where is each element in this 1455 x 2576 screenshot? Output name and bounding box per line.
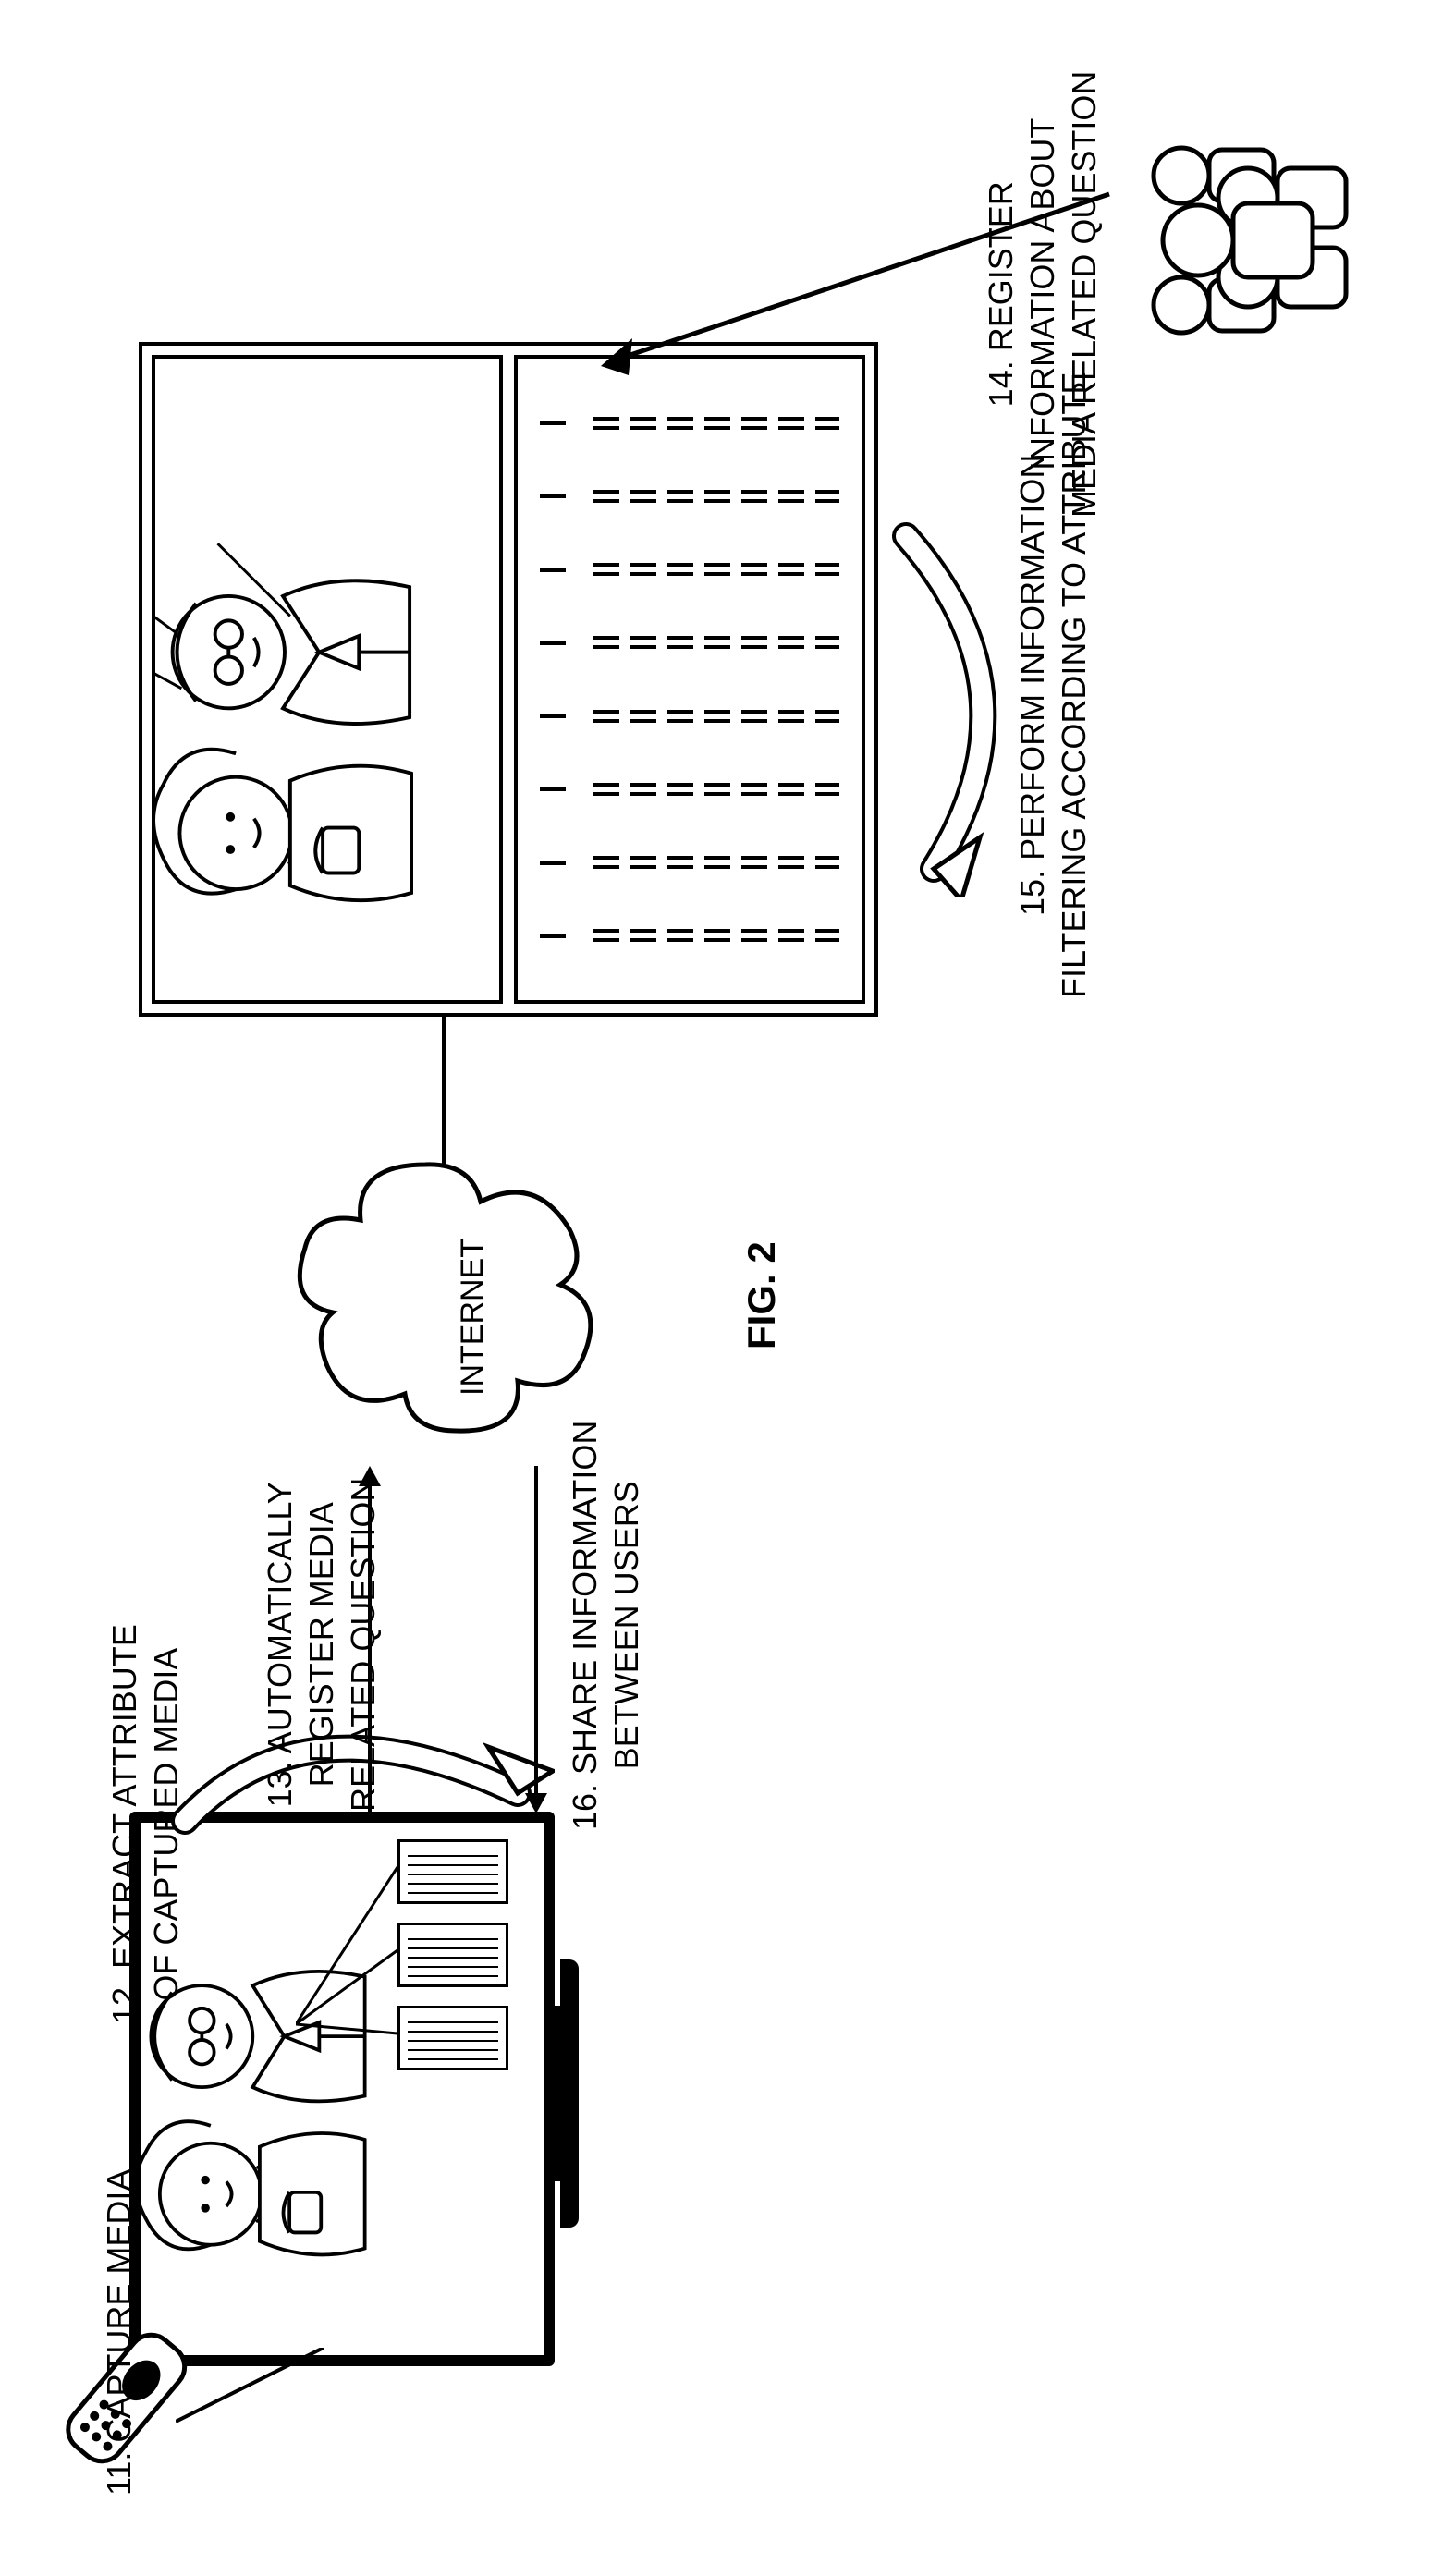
answer-row: [540, 929, 839, 942]
qa-panel-scene: [152, 355, 503, 1004]
label-text: 12. EXTRACT ATTRIBUTE: [105, 1624, 143, 2024]
step-13-label: 13. AUTOMATICALLY REGISTER MEDIA RELATED…: [259, 1478, 384, 1812]
label-text: 16. SHARE INFORMATION: [566, 1421, 604, 1830]
tv-stand: [553, 2006, 560, 2181]
figure-title: FIG. 2: [740, 1241, 784, 1349]
answer-row: [540, 710, 839, 723]
answer-row: [540, 856, 839, 869]
tv-stand-base: [560, 1959, 579, 2228]
remote-to-tv-line: [176, 2348, 324, 2477]
label-text: REGISTER MEDIA: [302, 1502, 340, 1787]
internet-label: INTERNET: [453, 1239, 493, 1396]
step-16-label: 16. SHARE INFORMATION BETWEEN USERS: [564, 1421, 647, 1830]
label-text: 15. PERFORM INFORMATION: [1013, 455, 1051, 916]
group-icon: [1109, 111, 1368, 374]
label-text: 14. REGISTER: [982, 181, 1020, 407]
answer-row: [540, 636, 839, 649]
answer-row: [540, 783, 839, 796]
answer-row: [540, 490, 839, 503]
step-14-label: 14. REGISTER INFORMATION ABOUT MEDIA REL…: [980, 71, 1105, 518]
label-text: OF CAPTURED MEDIA: [147, 1648, 185, 2001]
figure-title-text: FIG. 2: [740, 1241, 783, 1349]
qa-answer-list: [514, 355, 865, 1004]
attr-pointer-lines: [296, 1839, 425, 2098]
label-text: 13. AUTOMATICALLY: [261, 1482, 299, 1807]
label-text: INTERNET: [455, 1239, 490, 1396]
label-text: BETWEEN USERS: [607, 1481, 645, 1769]
label-text: RELATED QUESTION: [344, 1478, 382, 1812]
label-text: 11. CAPTURE MEDIA: [100, 2169, 138, 2496]
step-11-label: 11. CAPTURE MEDIA: [98, 2169, 140, 2496]
cloud-to-panel-line: [425, 1017, 462, 1165]
step-16-arrow: [518, 1466, 555, 1813]
label-text: INFORMATION ABOUT: [1023, 118, 1061, 470]
answer-row: [540, 563, 839, 576]
step-12-label: 12. EXTRACT ATTRIBUTE OF CAPTURED MEDIA: [104, 1624, 187, 2024]
answer-row: [540, 417, 839, 430]
label-text: MEDIA RELATED QUESTION: [1065, 71, 1103, 518]
scene-image: [155, 359, 499, 1000]
